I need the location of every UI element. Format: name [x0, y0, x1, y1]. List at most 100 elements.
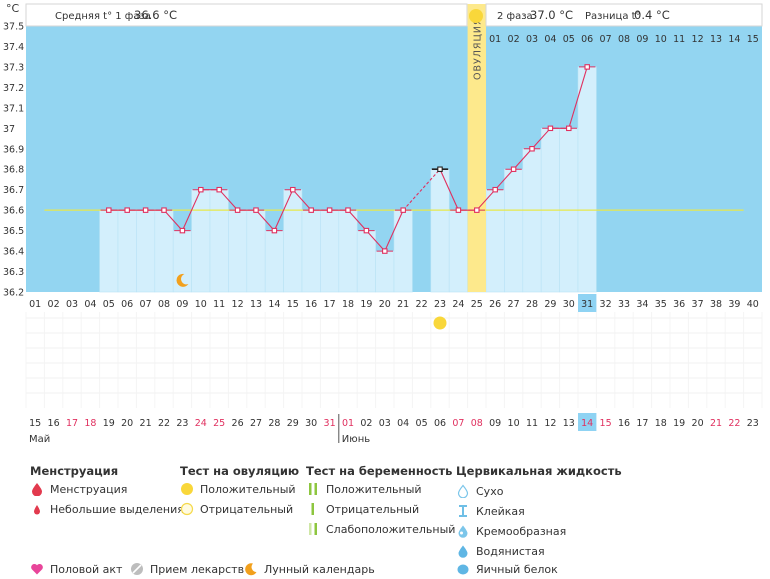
- date-label[interactable]: 24: [195, 418, 207, 429]
- temperature-point[interactable]: [253, 207, 259, 213]
- cycle-day-label[interactable]: 04: [84, 299, 96, 310]
- date-label[interactable]: 15: [600, 418, 612, 429]
- cycle-day-label[interactable]: 33: [618, 299, 630, 310]
- temperature-point[interactable]: [492, 186, 498, 193]
- date-label[interactable]: 03: [379, 418, 391, 429]
- cycle-day-label[interactable]: 06: [121, 299, 133, 310]
- date-label[interactable]: 28: [268, 418, 280, 429]
- temperature-bar[interactable]: [485, 189, 505, 293]
- temperature-point[interactable]: [234, 207, 241, 213]
- temperature-point[interactable]: [161, 207, 167, 213]
- temperature-point[interactable]: [547, 125, 554, 132]
- temperature-point[interactable]: [437, 166, 443, 172]
- cycle-day-label[interactable]: 18: [342, 299, 354, 310]
- temperature-bar[interactable]: [209, 189, 229, 293]
- temperature-point[interactable]: [216, 186, 222, 193]
- temperature-bar[interactable]: [154, 209, 174, 293]
- temperature-bar[interactable]: [228, 209, 248, 293]
- temperature-point[interactable]: [382, 248, 388, 254]
- temperature-bar[interactable]: [375, 250, 395, 293]
- temperature-point[interactable]: [124, 207, 130, 213]
- cycle-day-label[interactable]: 10: [195, 299, 207, 310]
- date-label[interactable]: 26: [232, 418, 244, 429]
- date-label[interactable]: 02: [360, 418, 372, 429]
- date-label[interactable]: 11: [526, 418, 538, 429]
- date-label[interactable]: 21: [140, 418, 152, 429]
- cycle-day-label[interactable]: 30: [563, 299, 575, 310]
- cycle-day-label[interactable]: 26: [489, 299, 501, 310]
- temperature-point[interactable]: [179, 227, 186, 234]
- cycle-day-label[interactable]: 27: [508, 299, 520, 310]
- temperature-bar[interactable]: [264, 230, 284, 293]
- temperature-point[interactable]: [290, 186, 296, 193]
- date-label[interactable]: 13: [563, 418, 575, 429]
- temperature-point[interactable]: [271, 227, 278, 234]
- cycle-day-label[interactable]: 02: [48, 299, 60, 310]
- cycle-day-label[interactable]: 25: [471, 299, 483, 310]
- cycle-day-label[interactable]: 39: [728, 299, 740, 310]
- temperature-bar[interactable]: [301, 209, 321, 293]
- cycle-day-label[interactable]: 05: [103, 299, 115, 310]
- date-label[interactable]: 23: [747, 418, 759, 429]
- temperature-bar[interactable]: [393, 209, 413, 293]
- temperature-point[interactable]: [400, 207, 406, 213]
- cycle-day-label[interactable]: 20: [379, 299, 391, 310]
- temperature-point[interactable]: [308, 207, 314, 213]
- cycle-day-label[interactable]: 40: [747, 299, 759, 310]
- cycle-day-label[interactable]: 32: [600, 299, 612, 310]
- date-label[interactable]: 22: [728, 418, 740, 429]
- date-label[interactable]: 15: [29, 418, 41, 429]
- cycle-day-label[interactable]: 13: [250, 299, 262, 310]
- temperature-point[interactable]: [142, 207, 149, 213]
- temperature-point[interactable]: [363, 227, 370, 234]
- date-label[interactable]: 07: [452, 418, 464, 429]
- temperature-bar[interactable]: [136, 209, 156, 293]
- date-label[interactable]: 21: [710, 418, 722, 429]
- date-label[interactable]: 25: [213, 418, 225, 429]
- date-label[interactable]: 01: [342, 418, 354, 429]
- cycle-day-label[interactable]: 34: [636, 299, 648, 310]
- cycle-day-label[interactable]: 14: [268, 299, 280, 310]
- date-label[interactable]: 22: [158, 418, 170, 429]
- cycle-day-label[interactable]: 07: [140, 299, 152, 310]
- cycle-day-label[interactable]: 01: [29, 299, 41, 310]
- temperature-point[interactable]: [510, 166, 517, 172]
- date-label[interactable]: 06: [434, 418, 446, 429]
- cycle-day-label[interactable]: 23: [434, 299, 446, 310]
- temperature-point[interactable]: [455, 207, 462, 213]
- date-label[interactable]: 19: [673, 418, 685, 429]
- temperature-point[interactable]: [326, 207, 333, 213]
- temperature-point[interactable]: [106, 207, 112, 213]
- temperature-bar[interactable]: [577, 66, 597, 293]
- temperature-bar[interactable]: [356, 230, 376, 293]
- date-label[interactable]: 19: [103, 418, 115, 429]
- cycle-day-label[interactable]: 03: [66, 299, 78, 310]
- date-label[interactable]: 09: [489, 418, 501, 429]
- date-label[interactable]: 12: [544, 418, 556, 429]
- temperature-point[interactable]: [345, 207, 351, 213]
- temperature-point[interactable]: [584, 64, 590, 70]
- date-label[interactable]: 27: [250, 418, 262, 429]
- temperature-point[interactable]: [566, 125, 572, 132]
- date-label[interactable]: 17: [636, 418, 648, 429]
- cycle-day-label[interactable]: 11: [213, 299, 225, 310]
- cycle-day-label[interactable]: 21: [397, 299, 409, 310]
- cycle-day-label[interactable]: 37: [692, 299, 704, 310]
- date-label[interactable]: 30: [305, 418, 317, 429]
- cycle-day-label[interactable]: 38: [710, 299, 722, 310]
- cycle-day-label[interactable]: 24: [452, 299, 464, 310]
- cycle-day-label[interactable]: 28: [526, 299, 538, 310]
- temperature-bar[interactable]: [99, 209, 119, 293]
- temperature-bar[interactable]: [320, 209, 340, 293]
- date-label[interactable]: 10: [508, 418, 520, 429]
- cycle-day-label[interactable]: 19: [360, 299, 372, 310]
- date-label[interactable]: 05: [416, 418, 428, 429]
- date-label[interactable]: 18: [655, 418, 667, 429]
- date-label[interactable]: 04: [397, 418, 409, 429]
- date-label[interactable]: 17: [66, 418, 78, 429]
- temperature-bar[interactable]: [117, 209, 137, 293]
- date-label[interactable]: 23: [176, 418, 188, 429]
- date-label[interactable]: 18: [84, 418, 96, 429]
- cycle-day-label[interactable]: 09: [176, 299, 188, 310]
- date-label[interactable]: 20: [692, 418, 704, 429]
